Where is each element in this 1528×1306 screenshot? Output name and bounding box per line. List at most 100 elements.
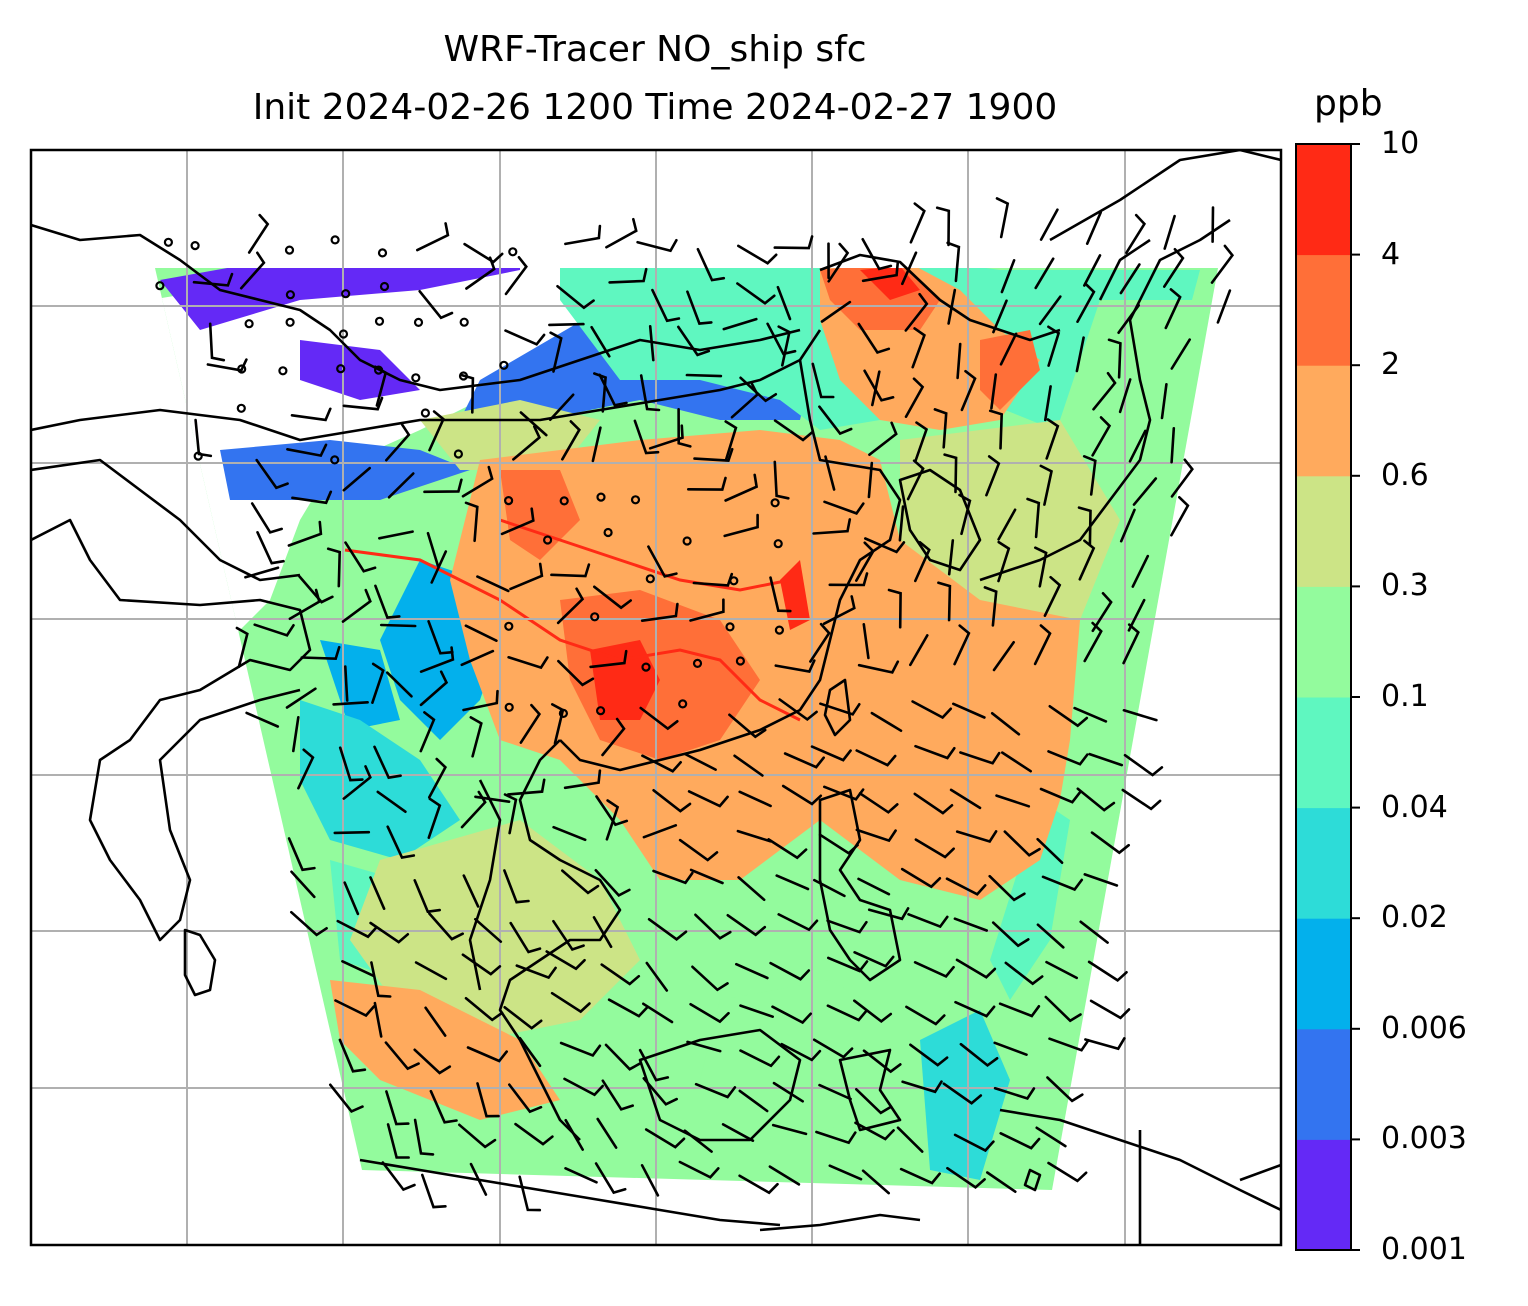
wind-barb — [898, 505, 905, 542]
wind-barb — [1128, 429, 1147, 463]
calm-wind-circle — [590, 612, 600, 622]
wind-barb — [519, 411, 548, 437]
field-band-2 — [320, 560, 500, 740]
wind-barb — [386, 825, 416, 859]
wind-barb — [952, 702, 986, 719]
wind-barb — [815, 1130, 857, 1145]
wind-barb — [561, 420, 581, 461]
wind-barb — [1079, 920, 1109, 944]
calm-wind-circle — [330, 235, 340, 245]
wind-barb — [508, 1083, 543, 1114]
wind-barb — [298, 575, 334, 604]
wind-barb — [783, 752, 825, 769]
wind-barb — [1107, 338, 1122, 379]
wind-barb — [769, 576, 792, 613]
wind-barb — [824, 455, 836, 491]
wind-barb — [775, 874, 810, 891]
wind-barb — [469, 1162, 488, 1196]
wind-barb — [374, 584, 401, 619]
colorbar-swatch — [1296, 254, 1351, 366]
calm-wind-circle — [374, 316, 385, 326]
wind-barb — [812, 518, 852, 535]
wind-barb — [342, 396, 384, 411]
wind-barb — [1160, 383, 1168, 420]
wind-barb — [1034, 257, 1055, 290]
wind-barb — [458, 1123, 497, 1149]
wind-barb — [937, 581, 952, 622]
wind-barb — [640, 602, 679, 622]
wind-barb — [344, 665, 349, 702]
wind-barb — [771, 1005, 812, 1025]
wind-barb — [913, 961, 955, 978]
wind-barb — [1078, 539, 1096, 581]
wind-barb — [828, 1164, 863, 1181]
wind-barb — [644, 1128, 686, 1149]
wind-barb — [427, 620, 454, 655]
wind-barb — [986, 1171, 1017, 1193]
wind-barb — [809, 622, 831, 663]
wind-barb — [776, 285, 792, 321]
calm-wind-circle — [377, 248, 388, 258]
wind-barb — [1119, 263, 1141, 295]
wind-barb — [515, 964, 557, 980]
wind-barb — [326, 547, 342, 588]
wind-barb — [1073, 706, 1108, 723]
wind-barb — [548, 322, 585, 327]
wind-barb — [344, 541, 377, 573]
wind-barb — [1038, 295, 1062, 326]
wind-barb — [914, 744, 956, 760]
wind-barb — [503, 793, 518, 835]
wind-barb — [1047, 1161, 1088, 1183]
coastline-newguinea — [999, 1108, 1281, 1245]
wind-barb — [338, 746, 364, 782]
wind-barb — [722, 317, 758, 331]
wind-barb — [678, 838, 719, 862]
calm-wind-circle — [596, 492, 606, 502]
wind-barbs — [192, 197, 1235, 1212]
colorbar-swatch — [1296, 918, 1351, 1030]
wind-barb — [378, 530, 414, 540]
wind-barb — [1033, 624, 1052, 666]
wind-barb — [728, 713, 767, 739]
wind-barb — [1170, 338, 1191, 370]
calm-wind-circle — [237, 364, 247, 374]
wind-barb — [384, 1041, 420, 1071]
wind-barb — [1003, 830, 1041, 857]
wind-barb — [194, 418, 213, 458]
wind-barb — [946, 241, 961, 283]
wind-barb — [596, 1117, 618, 1149]
wind-barb — [341, 960, 375, 977]
colorbar-tick-label: 0.6 — [1381, 457, 1429, 493]
wind-barb — [462, 874, 480, 908]
wind-barb — [813, 878, 846, 898]
wind-barb — [647, 918, 688, 941]
wind-barb — [724, 420, 738, 462]
wind-barb — [818, 833, 859, 855]
wind-barb — [1000, 259, 1016, 294]
wind-barb — [693, 447, 734, 462]
wind-barb — [504, 329, 546, 346]
wind-barb — [370, 961, 392, 998]
wind-barb — [857, 322, 891, 355]
coastline-australia — [1239, 1163, 1281, 1182]
calm-wind-circle — [236, 403, 246, 413]
wind-barb — [385, 671, 413, 698]
calm-wind-circle — [374, 365, 384, 375]
wind-barb — [342, 765, 372, 800]
wind-barb — [949, 788, 982, 810]
colorbar-unit: ppb — [1314, 83, 1383, 124]
field-band-6 — [350, 400, 1120, 1040]
wind-barb — [424, 1006, 447, 1037]
wind-barb — [826, 1004, 868, 1022]
wind-barb — [192, 272, 234, 287]
wind-barb — [559, 1041, 602, 1057]
wind-barb — [868, 421, 898, 456]
calm-wind-circle — [330, 455, 340, 465]
wind-barb — [862, 1049, 902, 1074]
wind-barb — [678, 1160, 720, 1179]
wind-barb — [647, 545, 678, 578]
wind-barb — [993, 1041, 1028, 1056]
wind-barb — [826, 919, 868, 934]
border-line — [31, 458, 301, 582]
wind-barb — [685, 373, 723, 378]
